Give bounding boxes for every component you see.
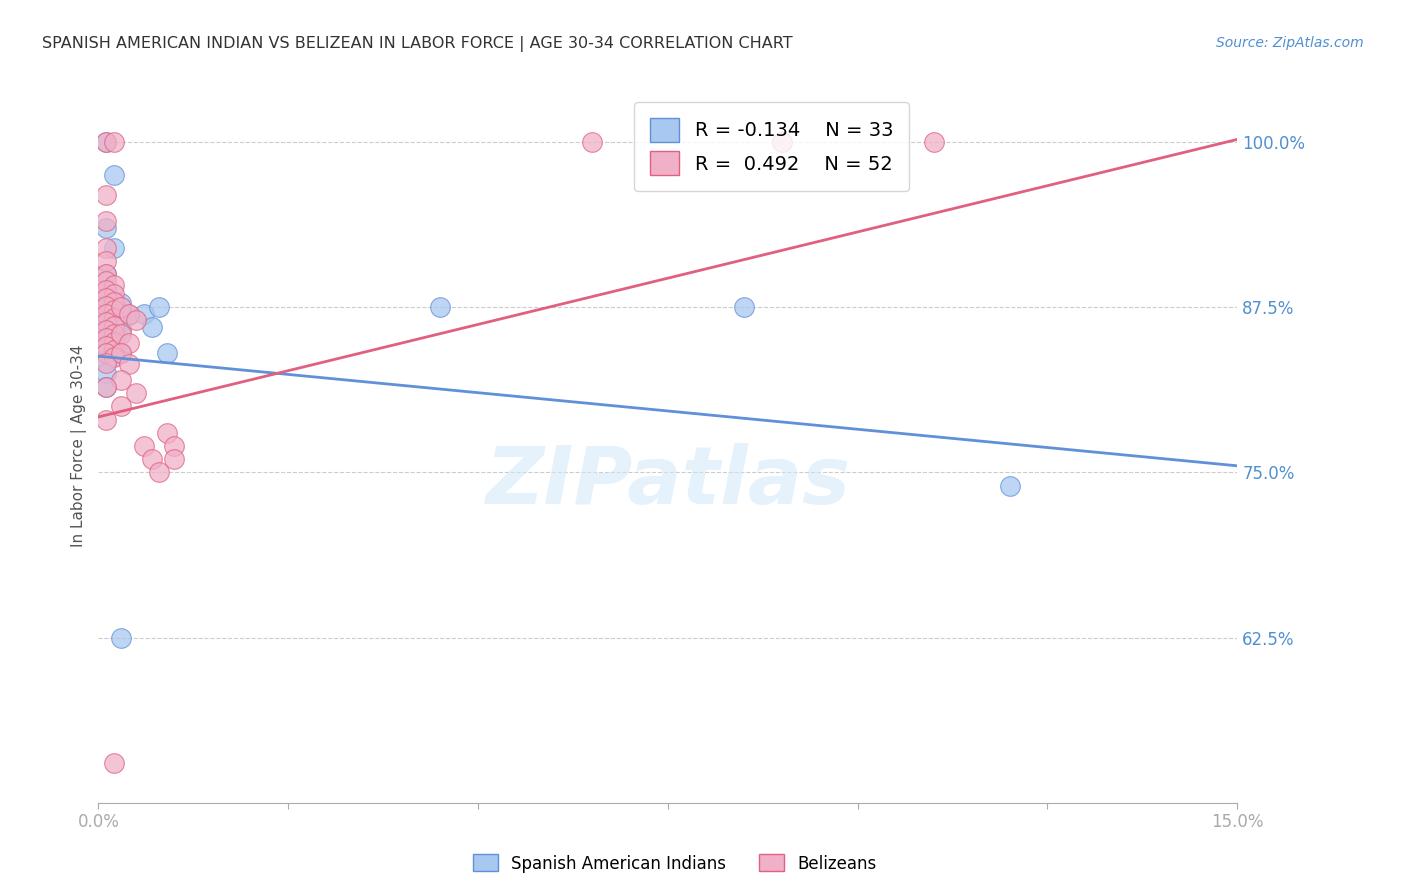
Point (110, 400, 132, 414)
Point (94, 315, 117, 329)
Legend: R = -0.134    N = 33, R =  0.492    N = 52: R = -0.134 N = 33, R = 0.492 N = 52 (634, 103, 908, 191)
Point (110, 315, 132, 329)
Point (94, 326, 117, 340)
Point (429, 300, 451, 314)
Point (103, 302, 125, 317)
Point (94, 412, 117, 426)
Text: SPANISH AMERICAN INDIAN VS BELIZEAN IN LABOR FORCE | AGE 30-34 CORRELATION CHART: SPANISH AMERICAN INDIAN VS BELIZEAN IN L… (42, 36, 793, 52)
Point (103, 351, 125, 365)
Point (94, 353, 117, 368)
Point (94, 300, 117, 314)
Point (94, 310, 117, 324)
Point (103, 328, 125, 343)
Point (103, 277, 125, 292)
Point (94, 338, 117, 352)
Point (94, 307, 117, 321)
Point (103, 335, 125, 350)
Point (163, 439, 186, 453)
Point (94, 291, 117, 305)
Point (118, 335, 141, 350)
Point (922, 135, 945, 149)
Point (103, 287, 125, 301)
Point (110, 346, 132, 360)
Point (110, 346, 132, 360)
Point (125, 313, 148, 327)
Point (94, 379, 117, 393)
Text: Source: ZipAtlas.com: Source: ZipAtlas.com (1216, 36, 1364, 50)
Point (94, 254, 117, 268)
Point (163, 452, 186, 467)
Point (118, 308, 141, 322)
Point (110, 305, 132, 319)
Point (94, 267, 117, 281)
Point (103, 302, 125, 317)
Point (103, 320, 125, 334)
Point (770, 135, 793, 149)
Point (94, 283, 117, 297)
Point (103, 318, 125, 333)
Point (156, 425, 179, 440)
Point (103, 349, 125, 363)
Point (156, 346, 179, 360)
Point (110, 326, 132, 341)
Point (148, 466, 170, 480)
Point (94, 214, 117, 228)
Point (94, 346, 117, 360)
Point (110, 296, 132, 310)
Point (94, 135, 117, 149)
Point (118, 357, 141, 371)
Point (94, 331, 117, 345)
Point (103, 326, 125, 341)
Point (132, 307, 155, 321)
Point (141, 320, 163, 334)
Point (103, 343, 125, 357)
Point (94, 346, 117, 360)
Point (94, 267, 117, 281)
Point (998, 478, 1021, 492)
Point (733, 300, 755, 314)
Point (94, 340, 117, 354)
Point (94, 379, 117, 393)
Point (110, 300, 132, 314)
Point (103, 312, 125, 326)
Point (148, 300, 170, 314)
Point (103, 168, 125, 182)
Point (110, 323, 132, 337)
Point (103, 756, 125, 771)
Y-axis label: In Labor Force | Age 30-34: In Labor Force | Age 30-34 (72, 344, 87, 548)
Point (103, 135, 125, 149)
Point (94, 241, 117, 255)
Point (94, 367, 117, 381)
Point (94, 287, 117, 301)
Point (94, 356, 117, 370)
Point (118, 307, 141, 321)
Point (110, 373, 132, 387)
Text: ZIPatlas: ZIPatlas (485, 442, 851, 521)
Point (94, 135, 117, 149)
Point (581, 135, 603, 149)
Point (103, 295, 125, 310)
Point (110, 631, 132, 645)
Point (103, 334, 125, 349)
Point (103, 310, 125, 325)
Point (125, 386, 148, 401)
Point (103, 293, 125, 308)
Point (103, 343, 125, 357)
Point (103, 241, 125, 255)
Point (132, 439, 155, 453)
Legend: Spanish American Indians, Belizeans: Spanish American Indians, Belizeans (465, 847, 884, 880)
Point (94, 323, 117, 337)
Point (94, 333, 117, 347)
Point (94, 221, 117, 235)
Point (94, 188, 117, 202)
Point (141, 452, 163, 467)
Point (94, 299, 117, 313)
Point (94, 318, 117, 332)
Point (94, 274, 117, 288)
